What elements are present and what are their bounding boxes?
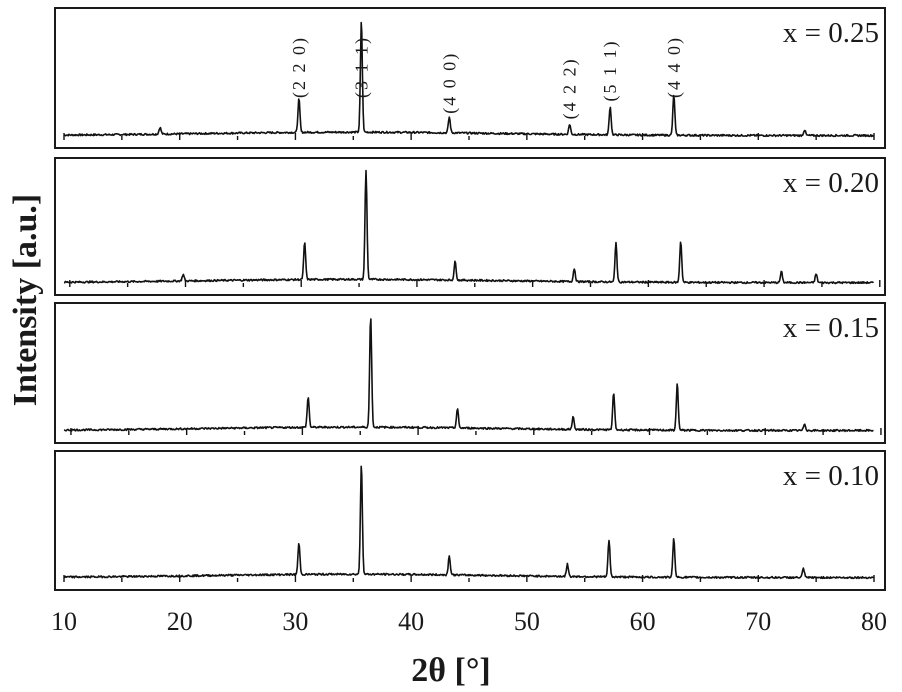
y-axis-title: Intensity [a.u.] <box>7 194 44 407</box>
panel-3: x = 0.15 <box>54 302 886 444</box>
peak-label: (2 2 0) <box>289 36 310 98</box>
peak-label: (5 1 1) <box>600 40 621 102</box>
xrd-trace <box>63 318 874 433</box>
x-tick-label: 20 <box>167 607 193 636</box>
x-tick-label: 50 <box>514 607 540 636</box>
x-tick-labels: 10 20 30 40 50 60 70 80 <box>51 607 887 636</box>
panel-frame <box>54 302 886 444</box>
panel-label: x = 0.20 <box>783 167 879 199</box>
panel-label: x = 0.10 <box>783 460 879 492</box>
xrd-trace <box>63 169 874 285</box>
panel-frame <box>54 450 886 591</box>
peak-label: (3 1 1) <box>351 36 372 98</box>
xrd-trace <box>63 465 875 580</box>
panel-frame <box>54 157 886 296</box>
peak-label: (4 0 0) <box>439 52 460 114</box>
xrd-trace <box>63 21 875 138</box>
panel-label: x = 0.15 <box>783 312 879 344</box>
peak-label: (4 4 0) <box>664 36 685 98</box>
x-tick-label: 10 <box>51 607 77 636</box>
panel-2: x = 0.20 <box>54 157 886 296</box>
panel-4: x = 0.10 <box>54 450 886 591</box>
x-tick-label: 40 <box>398 607 424 636</box>
panel-frame <box>54 7 886 149</box>
x-tick-label: 80 <box>861 607 887 636</box>
x-tick-label: 30 <box>282 607 308 636</box>
peak-label: (4 2 2) <box>560 57 581 119</box>
x-tick-label: 60 <box>630 607 656 636</box>
panel-label: x = 0.25 <box>783 17 879 49</box>
panels-layer: x = 0.25 (2 2 0) (3 1 1) (4 0 0) (4 2 2) (5 1… <box>54 7 886 591</box>
panel-1: x = 0.25 (2 2 0) (3 1 1) (4 0 0) (4 2 2) (5 1… <box>54 7 886 149</box>
x-tick-label: 70 <box>745 607 771 636</box>
x-axis-title: 2θ [°] <box>411 652 491 689</box>
